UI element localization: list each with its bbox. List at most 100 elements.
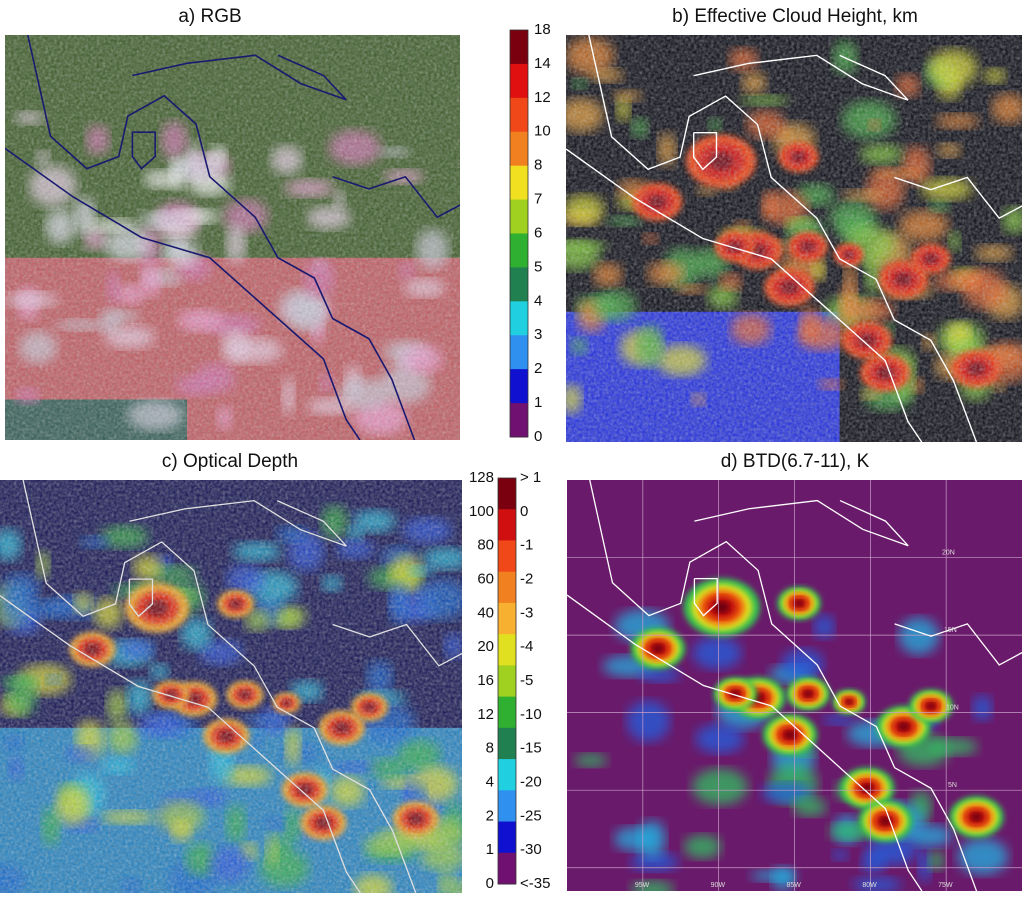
colorbar-segment (510, 199, 528, 234)
texture (566, 35, 1022, 442)
colorbar-segment (510, 63, 528, 99)
colorbar-segment (498, 602, 516, 635)
cloud-patch (630, 880, 675, 891)
coastline (332, 175, 460, 219)
storm-core (714, 601, 730, 614)
panel-title: a) RGB (178, 6, 241, 27)
texture (0, 480, 462, 893)
colorbar-segment (498, 540, 516, 573)
coastline (692, 131, 718, 171)
cloud-patch (957, 838, 1009, 875)
cloud-patch (637, 820, 667, 859)
colorbar-label: > 1 (520, 469, 541, 486)
colorbar-label: 0 (520, 503, 528, 520)
longitude-label: 90W (711, 882, 726, 889)
cloud-patch (626, 700, 671, 742)
colorbar-label: 3 (534, 326, 542, 343)
cloud-patch (573, 753, 608, 768)
colorbar-segment (510, 165, 528, 201)
colorbar-segment (498, 478, 516, 510)
coastline (693, 54, 909, 101)
cloud-patch (750, 869, 799, 882)
colorbar-label: 20 (477, 638, 494, 655)
colorbar-label: <-35 (520, 875, 550, 892)
coastline (132, 54, 347, 101)
latitude-label: 10N (946, 705, 959, 712)
colorbar-label: -3 (520, 604, 533, 621)
colorbar-segment (510, 233, 528, 268)
storm-core (784, 730, 796, 740)
storm-core (880, 816, 891, 826)
storm-core (652, 644, 664, 653)
coastline (588, 35, 978, 442)
colorbar-label: 12 (534, 89, 551, 106)
cloud-patch (692, 636, 742, 670)
colorbar-segment (498, 665, 516, 698)
colorbar-frame (497, 477, 517, 885)
longitude-label: 80W (862, 882, 877, 889)
colorbar-segment (498, 696, 516, 729)
colorbar-label: 100 (469, 503, 494, 520)
colorbar-label: -2 (520, 570, 533, 587)
colorbar-segment (498, 727, 516, 760)
btd-image: 20N 15N 10N 5N 95W 90W 85W 80W 75W (567, 480, 1022, 891)
coastline (894, 623, 1022, 666)
colorbar-label: -25 (520, 807, 542, 824)
storm-core (971, 812, 982, 822)
colorbar-segment (498, 821, 516, 854)
latitude-label: 15N (944, 627, 957, 634)
latitude-label: 5N (948, 782, 957, 789)
colorbar-label: -4 (520, 638, 533, 655)
coastline (693, 577, 718, 617)
panel-title: c) Optical Depth (162, 451, 298, 472)
cloud-patch (822, 714, 855, 726)
colorbar-label: -20 (520, 773, 542, 790)
colorbar-segment (498, 852, 516, 885)
coastline (22, 480, 417, 893)
coastline (566, 148, 923, 442)
cloud-patch (792, 797, 827, 817)
coastline (5, 147, 361, 440)
coastline (894, 176, 1022, 220)
colorbar-label: 0 (534, 428, 542, 445)
colorbar-label: 16 (477, 672, 494, 689)
panel-title: d) BTD(6.7-11), K (721, 451, 870, 472)
coastline (694, 499, 909, 547)
cloud-patch (898, 617, 940, 655)
coastline (128, 578, 154, 618)
colorbar-label: 6 (534, 224, 542, 241)
coastline (332, 623, 462, 667)
colorbar-segment (510, 30, 528, 65)
colorbar-label: 14 (534, 55, 551, 72)
colorbar-segment (498, 759, 516, 791)
cloud-patch (630, 852, 679, 872)
colorbar-label: -1 (520, 537, 533, 554)
coastline (0, 595, 361, 893)
colorbar-segment (510, 97, 528, 133)
cloud-patch (638, 667, 681, 683)
colorbar-segment (498, 571, 516, 604)
colorbar-label: 2 (486, 807, 494, 824)
cloud-patch (761, 782, 812, 804)
coastline (131, 131, 156, 170)
colorbar-segment (498, 634, 516, 666)
cloud-patch (852, 876, 902, 891)
panel-title: b) Effective Cloud Height, km (672, 6, 918, 27)
colorbar-segment (510, 267, 528, 302)
colorbar-label: 2 (534, 360, 542, 377)
cloud-patch (683, 834, 722, 859)
texture (5, 35, 460, 440)
coastline (129, 499, 347, 547)
colorbar-label: 18 (534, 21, 551, 38)
optical-depth-image (0, 480, 462, 893)
colorbar-label: 80 (477, 537, 494, 554)
colorbar-label: 8 (534, 157, 542, 174)
colorbar-label: 1 (534, 394, 542, 411)
latitude-label: 20N (942, 550, 955, 557)
colorbar-label: 12 (477, 706, 494, 723)
colorbar-label: -5 (520, 672, 533, 689)
cloud-patch (928, 850, 945, 871)
colorbar-segment (510, 403, 528, 438)
